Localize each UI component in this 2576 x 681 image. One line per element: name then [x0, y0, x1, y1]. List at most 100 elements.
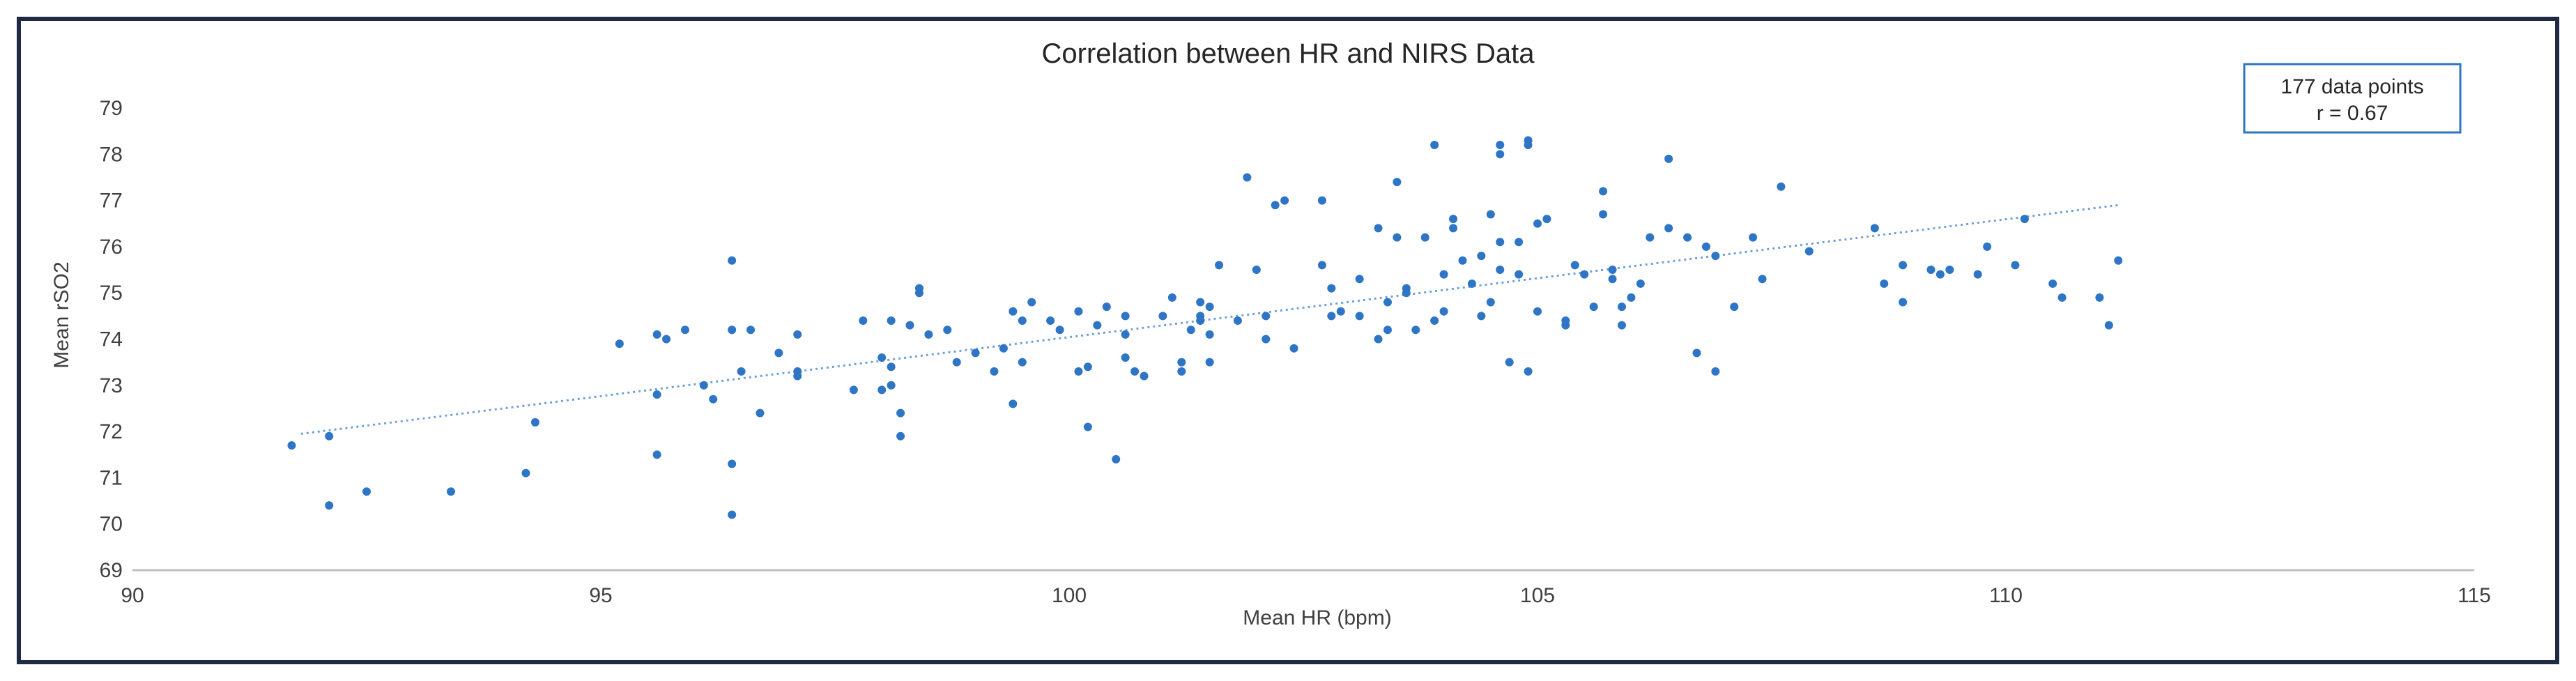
- trendline: [300, 204, 2119, 435]
- data-point: [1083, 362, 1092, 372]
- data-point: [1496, 266, 1505, 275]
- data-point: [2104, 321, 2113, 330]
- data-point: [896, 408, 905, 418]
- data-point: [1186, 326, 1195, 335]
- data-point: [1589, 303, 1598, 312]
- x-tick-label: 110: [1989, 584, 2023, 607]
- data-point: [1899, 261, 1908, 270]
- x-tick-label: 100: [1052, 584, 1087, 607]
- data-point: [728, 510, 737, 519]
- data-point: [1430, 316, 1439, 325]
- data-point: [1486, 298, 1495, 307]
- data-point: [1121, 312, 1130, 321]
- data-point: [1496, 150, 1505, 159]
- data-point: [1018, 358, 1027, 367]
- data-point: [1542, 215, 1551, 224]
- data-point: [1383, 326, 1392, 335]
- data-point: [1167, 293, 1176, 302]
- data-point: [887, 316, 896, 325]
- data-point: [1926, 266, 1935, 275]
- data-point: [1317, 261, 1326, 270]
- data-point: [728, 459, 737, 468]
- data-point: [652, 450, 661, 459]
- data-point: [1355, 312, 1364, 321]
- data-point: [1289, 344, 1298, 353]
- data-point: [849, 385, 858, 395]
- data-point: [652, 330, 661, 339]
- data-point: [1496, 141, 1505, 150]
- data-point: [1524, 367, 1533, 376]
- data-point: [1243, 173, 1252, 182]
- data-point: [1046, 316, 1055, 325]
- data-point: [1317, 196, 1326, 205]
- data-point: [728, 326, 737, 335]
- data-point: [774, 349, 783, 358]
- data-point: [362, 487, 371, 496]
- data-point: [1899, 298, 1908, 307]
- data-point: [896, 431, 905, 441]
- x-tick-label: 95: [589, 584, 612, 607]
- data-point: [1027, 298, 1036, 307]
- data-point: [1009, 307, 1018, 316]
- data-point: [943, 326, 952, 335]
- data-point: [2020, 215, 2029, 224]
- data-point: [1271, 201, 1280, 210]
- annotation-box: 177 data points r = 0.67: [2243, 63, 2462, 134]
- data-point: [1083, 422, 1092, 431]
- data-point: [1374, 335, 1383, 344]
- data-point: [2011, 261, 2020, 270]
- data-point: [1196, 298, 1205, 307]
- data-point: [325, 431, 334, 441]
- data-point: [1711, 252, 1720, 261]
- x-axis-title: Mean HR (bpm): [1243, 606, 1391, 629]
- data-point: [1515, 270, 1524, 279]
- data-point: [1608, 266, 1617, 275]
- data-point: [859, 316, 868, 325]
- data-points: [287, 136, 2123, 519]
- data-point: [1804, 247, 1814, 256]
- data-point: [287, 441, 296, 450]
- annotation-r: r = 0.67: [2317, 102, 2389, 125]
- data-point: [1692, 349, 1701, 358]
- data-point: [1393, 178, 1402, 187]
- data-point: [2114, 256, 2123, 265]
- data-point: [1496, 238, 1505, 247]
- data-point: [1177, 367, 1186, 376]
- data-point: [1158, 312, 1167, 321]
- data-point: [1215, 261, 1224, 270]
- data-point: [1749, 233, 1758, 242]
- y-tick-labels: 69 70 71 72 73 74 75 76 77 78 79: [100, 97, 123, 582]
- data-point: [1730, 303, 1739, 312]
- y-tick-label: 69: [100, 559, 123, 582]
- data-point: [756, 408, 765, 418]
- data-point: [1439, 270, 1448, 279]
- data-point: [1102, 303, 1111, 312]
- data-point: [1233, 316, 1242, 325]
- data-point: [521, 468, 530, 477]
- data-point: [709, 395, 718, 404]
- data-point: [914, 284, 923, 293]
- data-point: [1477, 312, 1486, 321]
- data-point: [1664, 224, 1673, 233]
- data-point: [1935, 270, 1945, 279]
- y-tick-label: 73: [100, 374, 123, 397]
- data-point: [680, 326, 689, 335]
- data-point: [1055, 326, 1064, 335]
- y-tick-label: 77: [100, 190, 123, 213]
- data-point: [1411, 326, 1420, 335]
- data-point: [1580, 270, 1589, 279]
- data-point: [1430, 141, 1439, 150]
- data-point: [1262, 312, 1271, 321]
- data-point: [793, 330, 802, 339]
- data-point: [1515, 238, 1524, 247]
- data-point: [1140, 372, 1149, 381]
- data-point: [1777, 182, 1786, 191]
- data-point: [1121, 330, 1130, 339]
- data-point: [1402, 289, 1411, 298]
- data-point: [446, 487, 455, 496]
- data-point: [1758, 275, 1767, 284]
- x-tick-label: 115: [2458, 584, 2491, 607]
- y-tick-label: 76: [100, 236, 123, 259]
- data-point: [1196, 316, 1205, 325]
- data-point: [1327, 312, 1336, 321]
